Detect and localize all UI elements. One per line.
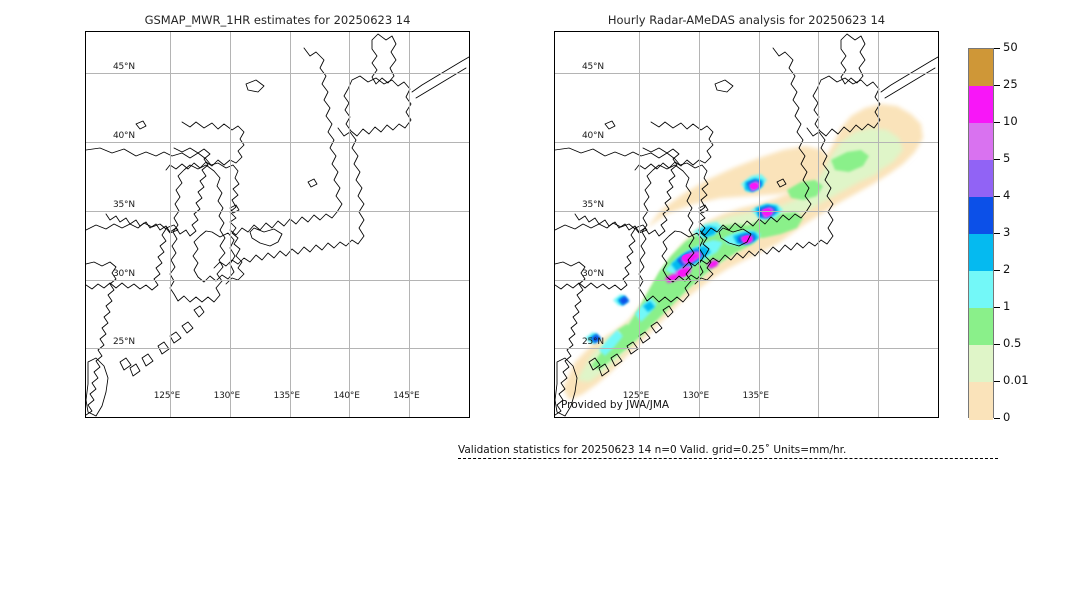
right-map-plot[interactable]: Provided by JWA/JMA 125°E 130°E 135°E 45°N 4… [554, 31, 939, 418]
gridline-parallel [555, 348, 938, 350]
colorbar-tick-label: 0 [1003, 410, 1011, 424]
colorbar-tick [994, 85, 1000, 86]
x-axis-tick-label: 130°E [213, 391, 241, 401]
gridline-parallel [86, 142, 469, 143]
colorbar-segment [969, 123, 993, 161]
y-axis-tick-label: 45°N [113, 62, 135, 73]
y-axis-tick-label: 35°N [582, 199, 604, 210]
y-axis-tick-label: 25°N [582, 337, 604, 348]
colorbar-tick-label: 25 [1003, 77, 1018, 91]
x-axis-tick-label: 125°E [622, 391, 650, 401]
y-axis-tick-label: 35°N [113, 199, 135, 210]
coastline-vector-left [86, 33, 469, 417]
colorbar-tick [994, 233, 1000, 234]
colorbar-segment [969, 160, 993, 198]
x-axis-tick-label: 145°E [393, 391, 420, 401]
colorbar-tick [994, 159, 1000, 160]
right-panel-title: Hourly Radar-AMeDAS analysis for 2025062… [607, 13, 886, 27]
colorbar-tick [994, 381, 1000, 382]
colorbar-tick-label: 10 [1003, 114, 1018, 128]
colorbar-segment [969, 86, 993, 124]
colorbar-segment [969, 49, 993, 87]
colorbar-segment [969, 197, 993, 235]
y-axis-tick-label: 30°N [582, 268, 604, 279]
gridline-parallel [86, 348, 469, 350]
gridline-meridian [698, 32, 700, 417]
colorbar-segment [969, 308, 993, 346]
colorbar-tick-label: 50 [1003, 40, 1018, 54]
gridline-meridian [169, 32, 171, 417]
y-axis-tick-label: 30°N [113, 268, 135, 279]
colorbar[interactable]: 50 25 10 5 4 3 2 1 0.5 0.01 0 [955, 30, 1065, 430]
gridline-parallel [555, 279, 938, 281]
left-panel-title: GSMAP_MWR_1HR estimates for 20250623 14 [144, 13, 411, 27]
colorbar-tick-label: 0.5 [1003, 336, 1022, 350]
gridline-meridian [409, 32, 411, 417]
colorbar-tick [994, 270, 1000, 271]
gridline-parallel [555, 142, 938, 143]
data-credit: Provided by JWA/JMA [561, 399, 670, 411]
colorbar-gradient [968, 48, 994, 420]
x-axis-tick-label: 140°E [333, 391, 360, 401]
x-axis-tick-label: 125°E [153, 391, 181, 401]
colorbar-tick [994, 344, 1000, 345]
gridline-meridian [818, 32, 820, 417]
colorbar-tick-label: 5 [1003, 151, 1011, 165]
gridline-meridian [758, 32, 760, 417]
colorbar-segment [969, 234, 993, 272]
gridline-meridian [878, 32, 880, 417]
left-map-plot[interactable]: 125°E 130°E 135°E 140°E 145°E 45°N 40°N 35°N 30°… [85, 31, 470, 418]
colorbar-tick [994, 48, 1000, 49]
colorbar-segment [969, 271, 993, 309]
colorbar-tick-label: 1 [1003, 299, 1011, 313]
y-axis-tick-label: 25°N [113, 337, 135, 348]
y-axis-tick-label: 40°N [113, 131, 135, 141]
colorbar-tick [994, 307, 1000, 308]
y-axis-tick-label: 40°N [582, 131, 604, 141]
gridline-meridian [229, 32, 231, 417]
gridline-parallel [86, 73, 469, 75]
y-axis-tick-label: 45°N [582, 62, 604, 73]
colorbar-segment [969, 345, 993, 383]
x-axis-tick-label: 135°E [273, 391, 300, 401]
gridline-meridian [349, 32, 351, 417]
colorbar-tick [994, 122, 1000, 123]
colorbar-tick [994, 196, 1000, 197]
x-axis-tick-label: 135°E [742, 391, 769, 401]
colorbar-tick-label: 3 [1003, 225, 1011, 239]
colorbar-tick-label: 2 [1003, 262, 1011, 276]
colorbar-tick [994, 418, 1000, 419]
colorbar-segment [969, 382, 993, 420]
gridline-parallel [555, 73, 938, 75]
validation-statistics-text: Validation statistics for 20250623 14 n=… [458, 444, 847, 456]
gridline-meridian [289, 32, 291, 417]
x-axis-tick-label: 130°E [682, 391, 710, 401]
gridline-parallel [86, 210, 469, 212]
colorbar-tick-label: 4 [1003, 188, 1011, 202]
gridline-meridian [638, 32, 640, 417]
gridline-parallel [555, 210, 938, 212]
colorbar-tick-label: 0.01 [1003, 373, 1029, 387]
footer-dashed-rule [458, 458, 998, 459]
coastline-vector-right [555, 33, 938, 417]
gridline-parallel [86, 279, 469, 281]
